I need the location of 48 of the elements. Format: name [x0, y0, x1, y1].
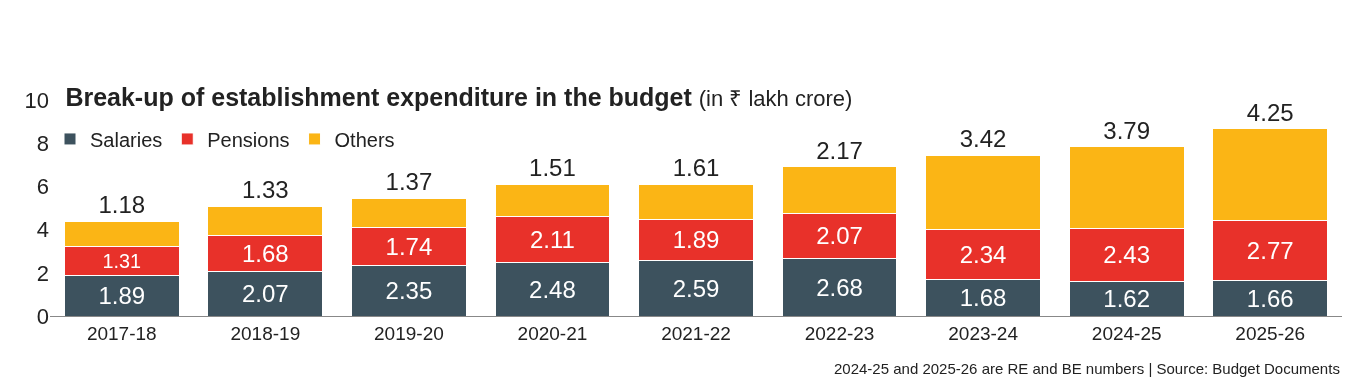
y-tick-label: 10 [24, 87, 49, 113]
x-tick-label: 2022-23 [804, 322, 875, 344]
y-tick-label: 6 [36, 174, 49, 200]
text: 2024-25 and 2025-26 are RE and BE numbers | Source: Budget Documents [834, 360, 1340, 377]
x-tick-label: 2025-26 [1235, 322, 1306, 344]
y-tick-label: 4 [36, 217, 49, 243]
data-label: 3.79 [1103, 116, 1151, 144]
data-label: 2.77 [1246, 236, 1294, 264]
data-label: 1.33 [241, 176, 289, 204]
data-label: 1.61 [672, 154, 720, 182]
data-label: 1.68 [241, 239, 289, 267]
y-tick-label: 8 [36, 130, 49, 156]
data-label: 2.48 [529, 275, 576, 303]
data-label: 1.89 [98, 282, 146, 310]
x-tick-label: 2023-24 [948, 322, 1019, 344]
data-label: 2.11 [529, 226, 575, 254]
data-label: 2.35 [385, 277, 433, 305]
data-label: 1.68 [959, 284, 1007, 312]
data-label: 1.74 [385, 232, 433, 260]
data-label: 1.51 [529, 154, 576, 182]
data-label: 1.66 [1246, 284, 1294, 312]
legend-label: Pensions [207, 128, 290, 151]
data-label: 1.18 [98, 191, 146, 219]
x-tick-label: 2020-21 [517, 322, 588, 344]
legend-label: Others [334, 128, 395, 151]
x-tick-label: 2017-18 [86, 322, 157, 344]
data-label: 2.59 [672, 274, 720, 302]
data-label: 1.62 [1103, 285, 1151, 313]
data-label: 2.07 [241, 280, 289, 308]
x-tick-label: 2024-25 [1091, 322, 1162, 344]
x-tick-label: 2021-22 [661, 322, 731, 344]
legend-label: Salaries [90, 128, 163, 151]
data-label: 1.89 [672, 226, 720, 254]
data-label: 1.37 [385, 168, 433, 196]
x-tick-label: 2019-20 [374, 322, 444, 344]
data-label: 3.42 [959, 125, 1007, 153]
data-label: 2.17 [816, 136, 863, 164]
y-tick-label: 2 [36, 260, 49, 286]
data-label: 2.34 [959, 240, 1007, 268]
data-label: 4.25 [1246, 98, 1294, 126]
chart-title: Break-up of establishment expenditure in the budget [65, 82, 693, 111]
data-label: 1.31 [102, 250, 142, 273]
data-label: 2.07 [816, 222, 863, 250]
data-label: 2.68 [816, 273, 863, 301]
data-label: 2.43 [1103, 241, 1151, 269]
x-tick-label: 2018-19 [230, 322, 301, 344]
y-tick-label: 0 [36, 303, 49, 329]
chart-subtitle: (in ₹ lakh crore) [698, 85, 853, 111]
